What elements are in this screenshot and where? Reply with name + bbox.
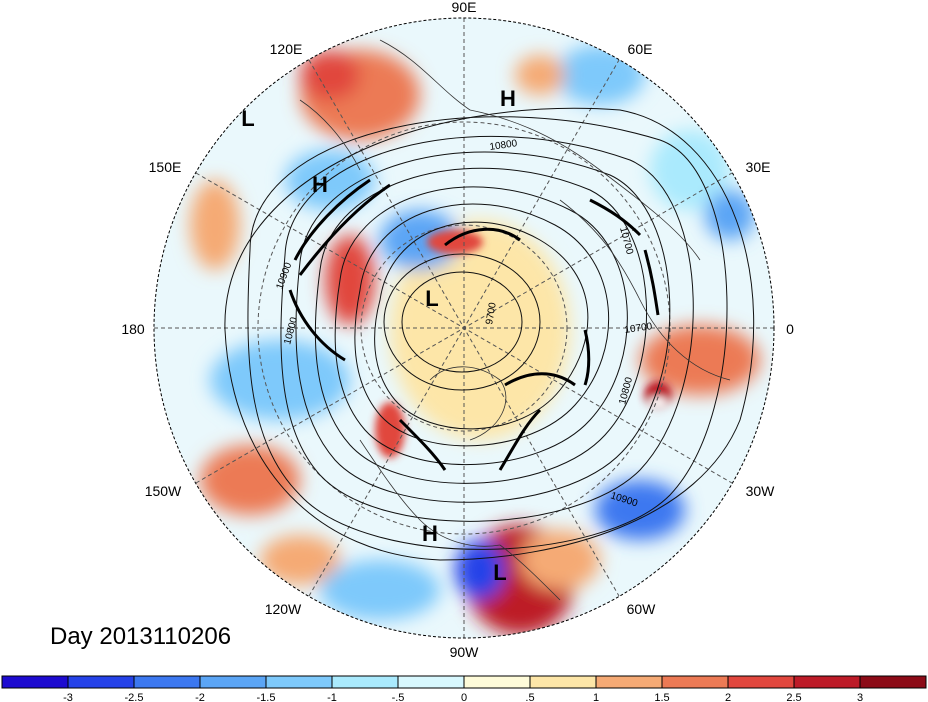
colorbar-tick-label: -1 — [327, 692, 337, 702]
lon-label-90w: 90W — [450, 644, 480, 660]
colorbar-swatch — [860, 676, 927, 688]
colorbar-swatch — [266, 676, 333, 688]
colorbar-swatch — [398, 676, 465, 688]
colorbar: -3 -2.5 -2 -1.5 -1 -.5 0 .5 1 1.5 2 2.5 3 — [1, 675, 927, 702]
low-marker-center: L — [425, 286, 438, 311]
lon-label-120e: 120E — [270, 41, 303, 57]
colorbar-swatch — [134, 676, 201, 688]
colorbar-tick-label: -1.5 — [257, 692, 276, 702]
lon-label-120w: 120W — [265, 601, 302, 617]
lon-label-180: 180 — [121, 321, 145, 337]
anomaly-field — [190, 45, 760, 635]
colorbar-tick-label: 1.5 — [654, 692, 669, 702]
polar-map — [154, 18, 774, 638]
colorbar-swatch — [464, 676, 531, 688]
map-border — [153, 17, 775, 639]
longitude-labels: 90E 60E 30E 0 30W 60W 90W 120W 150W 180 … — [121, 0, 794, 660]
colorbar-tick-label: 0 — [461, 692, 467, 702]
colorbar-tick-label: -2.5 — [125, 692, 144, 702]
colorbar-swatch — [662, 676, 729, 688]
colorbar-tick-label: 2.5 — [786, 692, 801, 702]
colorbar-swatch — [728, 676, 795, 688]
colorbar-tick-label: -2 — [195, 692, 205, 702]
low-marker-nw: L — [241, 106, 254, 131]
graticule — [154, 18, 774, 638]
pressure-markers: L H H L H L — [241, 86, 516, 585]
colorbar-swatch — [2, 676, 69, 688]
lon-label-60e: 60E — [628, 41, 653, 57]
colorbar-tick-label: 2 — [725, 692, 731, 702]
colorbar-tick-label: .5 — [525, 692, 534, 702]
lon-label-30w: 30W — [746, 483, 776, 499]
colorbar-swatch — [332, 676, 399, 688]
colorbar-swatch — [68, 676, 135, 688]
lon-label-0: 0 — [786, 321, 794, 337]
colorbar-tick-label: 1 — [593, 692, 599, 702]
high-marker-s: H — [422, 521, 438, 546]
colorbar-swatch — [794, 676, 861, 688]
figure-title: Day 2013110206 — [50, 623, 231, 650]
colorbar-swatch — [596, 676, 663, 688]
lon-label-30e: 30E — [746, 159, 771, 175]
lon-label-150e: 150E — [149, 159, 182, 175]
low-marker-s: L — [493, 560, 506, 585]
colorbar-swatch — [530, 676, 597, 688]
contour-label: 10700 — [624, 321, 654, 336]
colorbar-tick-label: 3 — [857, 692, 863, 702]
colorbar-tick-label: -.5 — [392, 692, 405, 702]
lon-label-150w: 150W — [145, 483, 182, 499]
lon-label-90e: 90E — [452, 0, 477, 15]
high-marker-w: H — [312, 172, 328, 197]
coastlines — [299, 39, 731, 601]
colorbar-tick-label: -3 — [63, 692, 73, 702]
contour-label: 9700 — [484, 301, 499, 325]
colorbar-swatch — [200, 676, 267, 688]
jet-contours — [288, 178, 660, 471]
height-contours — [224, 107, 755, 561]
contour-label: 10800 — [489, 138, 519, 153]
lon-label-60w: 60W — [627, 601, 657, 617]
high-marker-n: H — [500, 86, 516, 111]
